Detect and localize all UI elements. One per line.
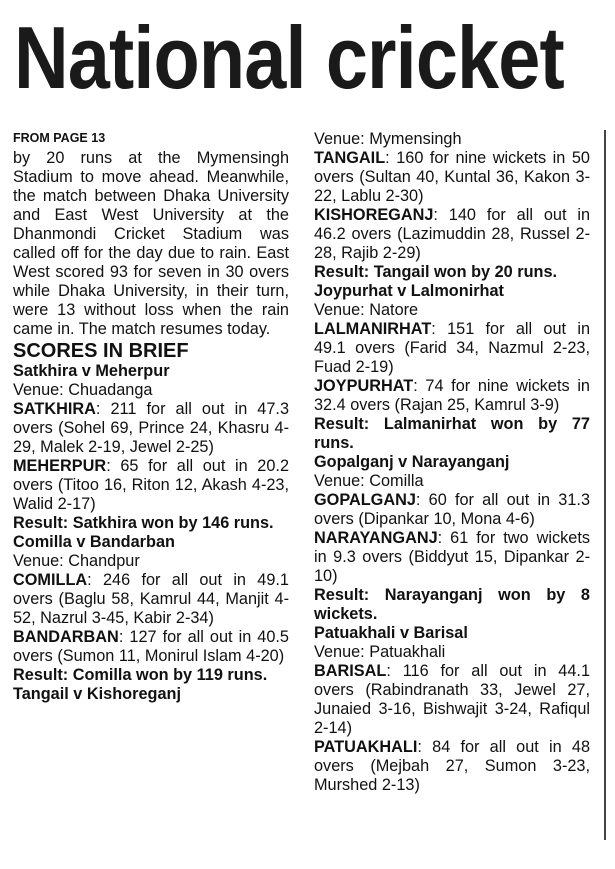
score-text: : 84 for all out in 48 overs (Mejbah 27,… [314, 738, 590, 794]
score-line: KISHOREGANJ: 140 for all out in 46.2 ove… [314, 206, 590, 263]
venue-line: Venue: Natore [314, 301, 590, 320]
match-line: Joypurhat v Lalmonirhat [314, 282, 590, 301]
score-line: LALMANIRHAT: 151 for all out in 49.1 ove… [314, 320, 590, 377]
team-name: BARISAL [314, 662, 387, 680]
score-line: PATUAKHALI: 84 for all out in 48 overs (… [314, 738, 590, 795]
venue-line: Venue: Comilla [314, 472, 590, 491]
venue-text: Venue: Chandpur [13, 552, 140, 570]
team-name: COMILLA [13, 571, 88, 589]
result-line: Result: Comilla won by 119 runs. [13, 666, 289, 685]
result-text: Result: Comilla won by 119 runs. [13, 666, 268, 684]
venue-text: Venue: Mymensingh [314, 130, 462, 148]
result-text: Result: Tangail won by 20 runs. [314, 263, 558, 281]
score-text: : 140 for all out in 46.2 overs (Lazimud… [314, 206, 590, 262]
result-text: Result: Narayanganj won by 8 wickets. [314, 586, 590, 623]
score-text: : 160 for nine wickets in 50 overs (Sult… [314, 149, 590, 205]
venue-text: Venue: Comilla [314, 472, 424, 490]
score-text: : 151 for all out in 49.1 overs (Farid 3… [314, 320, 590, 376]
match-line: Tangail v Kishoreganj [13, 685, 289, 704]
match-text: Tangail v Kishoreganj [13, 685, 181, 703]
score-text: : 211 for all out in 47.3 overs (Sohel 6… [13, 400, 289, 456]
kicker: FROM PAGE 13 [13, 131, 106, 145]
score-text: : 116 for all out in 44.1 overs (Rabindr… [314, 662, 590, 737]
team-name: SATKHIRA [13, 400, 96, 418]
score-line: BARISAL: 116 for all out in 44.1 overs (… [314, 662, 590, 738]
match-line: Satkhira v Meherpur [13, 362, 289, 381]
team-name: GOPALGANJ [314, 491, 416, 509]
score-line: NARAYANGANJ: 61 for two wickets in 9.3 o… [314, 529, 590, 586]
score-line: MEHERPUR: 65 for all out in 20.2 overs (… [13, 457, 289, 514]
result-line: Result: Narayanganj won by 8 wickets. [314, 586, 590, 624]
result-line: Result: Satkhira won by 146 runs. [13, 514, 289, 533]
score-text: : 246 for all out in 49.1 overs (Baglu 5… [13, 571, 289, 627]
result-text: Result: Lalmanirhat won by 77 runs. [314, 415, 590, 452]
score-text: : 65 for all out in 20.2 overs (Titoo 16… [13, 457, 289, 513]
score-line: SATKHIRA: 211 for all out in 47.3 overs … [13, 400, 289, 457]
venue-line: Venue: Chuadanga [13, 381, 289, 400]
score-line: BANDARBAN: 127 for all out in 40.5 overs… [13, 628, 289, 666]
intro-paragraph: by 20 runs at the Mymensingh Stadium to … [13, 149, 289, 338]
score-line: JOYPURHAT: 74 for nine wickets in 32.4 o… [314, 377, 590, 415]
result-text: Result: Satkhira won by 146 runs. [13, 514, 274, 532]
score-line: COMILLA: 246 for all out in 49.1 overs (… [13, 571, 289, 628]
match-text: Patuakhali v Barisal [314, 624, 468, 642]
venue-text: Venue: Patuakhali [314, 643, 446, 661]
score-text: : 127 for all out in 40.5 overs (Sumon 1… [13, 628, 289, 665]
match-text: Satkhira v Meherpur [13, 362, 170, 380]
team-name: KISHOREGANJ [314, 206, 434, 224]
match-text: Gopalganj v Narayanganj [314, 453, 510, 471]
match-line: Patuakhali v Barisal [314, 624, 590, 643]
match-line: Comilla v Bandarban [13, 533, 289, 552]
team-name: TANGAIL [314, 149, 386, 167]
column-rule [604, 130, 606, 840]
section-heading: SCORES IN BRIEF [13, 340, 189, 362]
team-name: MEHERPUR [13, 457, 107, 475]
team-name: PATUAKHALI [314, 738, 418, 756]
venue-text: Venue: Chuadanga [13, 381, 153, 399]
right-scores: Venue: Mymensingh TANGAIL: 160 for nine w… [314, 130, 590, 795]
right-column: Venue: Mymensingh TANGAIL: 160 for nine w… [314, 130, 590, 795]
match-text: Joypurhat v Lalmonirhat [314, 282, 504, 300]
result-line: Result: Lalmanirhat won by 77 runs. [314, 415, 590, 453]
venue-line: Venue: Chandpur [13, 552, 289, 571]
score-line: GOPALGANJ: 60 for all out in 31.3 overs … [314, 491, 590, 529]
score-text: : 60 for all out in 31.3 overs (Dipankar… [314, 491, 590, 528]
left-column: FROM PAGE 13 by 20 runs at the Mymensing… [13, 129, 289, 704]
match-line: Gopalganj v Narayanganj [314, 453, 590, 472]
team-name: NARAYANGANJ [314, 529, 438, 547]
venue-line: Venue: Patuakhali [314, 643, 590, 662]
venue-line: Venue: Mymensingh [314, 130, 590, 149]
team-name: JOYPURHAT [314, 377, 414, 395]
score-line: TANGAIL: 160 for nine wickets in 50 over… [314, 149, 590, 206]
left-scores: Satkhira v Meherpur Venue: Chuadanga SATKH… [13, 362, 289, 704]
team-name: LALMANIRHAT [314, 320, 432, 338]
score-text: : 61 for two wickets in 9.3 overs (Biddy… [314, 529, 590, 585]
score-text: : 74 for nine wickets in 32.4 overs (Raj… [314, 377, 590, 414]
match-text: Comilla v Bandarban [13, 533, 175, 551]
venue-text: Venue: Natore [314, 301, 419, 319]
team-name: BANDARBAN [13, 628, 119, 646]
result-line: Result: Tangail won by 20 runs. [314, 263, 590, 282]
headline: National cricket [14, 8, 565, 107]
